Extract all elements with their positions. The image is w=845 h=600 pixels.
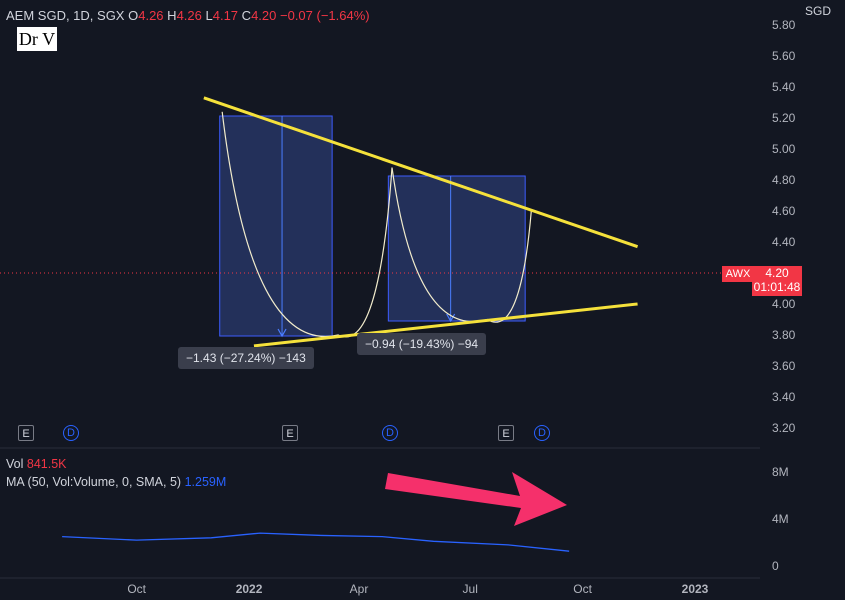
- measure-label-1: −1.43 (−27.24%) −143: [178, 347, 314, 369]
- ma-value: 1.259M: [184, 475, 227, 489]
- price-tick-label: 4.80: [772, 173, 796, 187]
- price-tick-label: 5.20: [772, 111, 796, 125]
- earnings-event-icon[interactable]: E: [282, 425, 298, 441]
- high-value: 4.26: [176, 8, 202, 23]
- low-label: L: [205, 8, 213, 23]
- time-tick-label: 2023: [682, 582, 709, 596]
- dividend-event-icon[interactable]: D: [63, 425, 79, 441]
- volume-tick-label: 4M: [772, 512, 789, 526]
- symbol-header: AEM SGD, 1D, SGX O4.26 H4.26 L4.17 C4.20…: [6, 8, 370, 23]
- time-tick-label: Jul: [463, 582, 478, 596]
- price-tick-label: 3.20: [772, 421, 796, 435]
- watermark-logo: Dr V: [17, 27, 57, 51]
- volume-label: Vol: [6, 457, 24, 471]
- trendline-lower: [253, 302, 638, 348]
- dividend-event-icon[interactable]: D: [382, 425, 398, 441]
- volume-ma-line: [62, 532, 570, 552]
- bar-countdown: 01:01:48: [753, 280, 801, 294]
- price-tick-label: 3.80: [772, 328, 796, 342]
- open-value: 4.26: [138, 8, 164, 23]
- volume-tick-label: 0: [772, 559, 779, 573]
- measure-label-2: −0.94 (−19.43%) −94: [357, 333, 487, 355]
- price-tick-label: 5.60: [772, 49, 796, 63]
- low-value: 4.17: [212, 8, 239, 23]
- time-tick-label: Oct: [573, 582, 592, 596]
- currency-label: SGD: [804, 4, 831, 18]
- price-tick-label: 4.40: [772, 235, 796, 249]
- price-tick-label: 4.00: [772, 297, 796, 311]
- close-value: 4.20: [251, 8, 277, 23]
- time-tick-label: Apr: [350, 582, 369, 596]
- time-tick-label: 2022: [236, 582, 263, 596]
- volume-tick-label: 8M: [772, 465, 789, 479]
- price-scale-bg: [760, 0, 845, 600]
- measure-arrow-head: [277, 328, 287, 338]
- symbol-tag: AWX: [722, 266, 754, 282]
- open-label: O: [128, 8, 139, 23]
- volume-value: 841.5K: [26, 457, 67, 471]
- ma-legend: MA (50, Vol:Volume, 0, SMA, 5) 1.259M: [6, 475, 226, 489]
- price-tick-label: 4.60: [772, 204, 796, 218]
- price-tick-label: 5.00: [772, 142, 796, 156]
- annotation-arrow: [385, 472, 567, 526]
- price-tick-label: 5.80: [772, 18, 796, 32]
- price-tick-label: 5.40: [772, 80, 796, 94]
- measure-box: [219, 115, 333, 337]
- change-value: −0.07 (−1.64%): [280, 8, 370, 23]
- price-tick-label: 3.60: [772, 359, 796, 373]
- close-label: C: [241, 8, 252, 23]
- time-tick-label: Oct: [127, 582, 146, 596]
- price-tick-label: 3.40: [772, 390, 796, 404]
- ma-label: MA (50, Vol:Volume, 0, SMA, 5): [6, 475, 182, 489]
- last-price-tag: 4.20 01:01:48: [752, 266, 802, 296]
- symbol-name[interactable]: AEM SGD, 1D, SGX: [6, 8, 125, 23]
- earnings-event-icon[interactable]: E: [498, 425, 514, 441]
- volume-legend: Vol 841.5K: [6, 457, 67, 471]
- high-label: H: [167, 8, 177, 23]
- dividend-event-icon[interactable]: D: [534, 425, 550, 441]
- trendline-upper: [203, 96, 639, 249]
- last-price: 4.20: [765, 266, 789, 280]
- earnings-event-icon[interactable]: E: [18, 425, 34, 441]
